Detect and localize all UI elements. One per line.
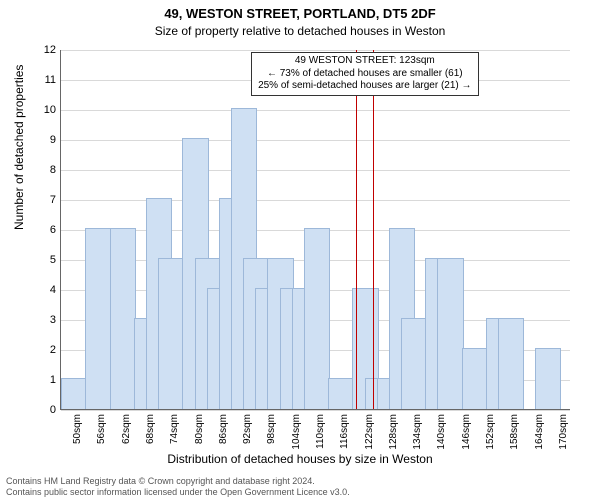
histogram-bar bbox=[328, 378, 354, 409]
y-tick-label: 2 bbox=[42, 344, 56, 356]
x-tick-label: 56sqm bbox=[96, 414, 107, 454]
x-tick-label: 170sqm bbox=[558, 414, 569, 454]
y-tick-label: 6 bbox=[42, 224, 56, 236]
y-tick-label: 3 bbox=[42, 314, 56, 326]
x-tick-label: 128sqm bbox=[388, 414, 399, 454]
histogram-bar bbox=[85, 228, 111, 409]
chart-container: 49, WESTON STREET, PORTLAND, DT5 2DF Siz… bbox=[0, 0, 600, 500]
y-axis-label: Number of detached properties bbox=[12, 65, 26, 230]
footer-line-1: Contains HM Land Registry data © Crown c… bbox=[6, 476, 350, 487]
x-tick-label: 68sqm bbox=[145, 414, 156, 454]
info-box-line: 25% of semi-detached houses are larger (… bbox=[258, 80, 471, 93]
histogram-bar bbox=[401, 318, 427, 409]
y-tick-label: 9 bbox=[42, 134, 56, 146]
x-tick-label: 80sqm bbox=[194, 414, 205, 454]
y-tick-label: 7 bbox=[42, 194, 56, 206]
x-tick-label: 122sqm bbox=[364, 414, 375, 454]
gridline bbox=[61, 200, 570, 201]
y-tick-label: 11 bbox=[42, 74, 56, 86]
y-tick-label: 5 bbox=[42, 254, 56, 266]
x-tick-label: 140sqm bbox=[436, 414, 447, 454]
x-tick-label: 98sqm bbox=[266, 414, 277, 454]
y-tick-label: 10 bbox=[42, 104, 56, 116]
histogram-bar bbox=[158, 258, 184, 409]
gridline bbox=[61, 50, 570, 51]
x-tick-label: 134sqm bbox=[412, 414, 423, 454]
chart-title: 49, WESTON STREET, PORTLAND, DT5 2DF bbox=[0, 6, 600, 21]
x-tick-label: 158sqm bbox=[509, 414, 520, 454]
y-tick-label: 4 bbox=[42, 284, 56, 296]
x-tick-label: 62sqm bbox=[121, 414, 132, 454]
histogram-bar bbox=[462, 348, 488, 409]
x-tick-label: 92sqm bbox=[242, 414, 253, 454]
histogram-bar bbox=[535, 348, 561, 409]
x-tick-label: 146sqm bbox=[461, 414, 472, 454]
chart-subtitle: Size of property relative to detached ho… bbox=[0, 24, 600, 38]
histogram-bar bbox=[498, 318, 524, 409]
histogram-bar bbox=[110, 228, 136, 409]
reference-line bbox=[373, 50, 374, 409]
plot-area: 49 WESTON STREET: 123sqm← 73% of detache… bbox=[60, 50, 570, 410]
gridline bbox=[61, 140, 570, 141]
info-box-line: ← 73% of detached houses are smaller (61… bbox=[258, 68, 471, 81]
x-tick-label: 104sqm bbox=[291, 414, 302, 454]
histogram-bar bbox=[304, 228, 330, 409]
info-box: 49 WESTON STREET: 123sqm← 73% of detache… bbox=[251, 52, 478, 96]
x-tick-label: 164sqm bbox=[534, 414, 545, 454]
y-tick-label: 1 bbox=[42, 374, 56, 386]
x-tick-label: 74sqm bbox=[169, 414, 180, 454]
footer-line-2: Contains public sector information licen… bbox=[6, 487, 350, 498]
info-box-line: 49 WESTON STREET: 123sqm bbox=[258, 55, 471, 68]
y-tick-label: 8 bbox=[42, 164, 56, 176]
gridline bbox=[61, 410, 570, 411]
histogram-bar bbox=[61, 378, 87, 409]
x-tick-label: 50sqm bbox=[72, 414, 83, 454]
x-tick-label: 110sqm bbox=[315, 414, 326, 454]
reference-line bbox=[356, 50, 357, 409]
histogram-bar bbox=[437, 258, 463, 409]
footer-attribution: Contains HM Land Registry data © Crown c… bbox=[6, 476, 350, 498]
x-tick-label: 152sqm bbox=[485, 414, 496, 454]
x-axis-label: Distribution of detached houses by size … bbox=[0, 452, 600, 466]
y-tick-label: 0 bbox=[42, 404, 56, 416]
gridline bbox=[61, 170, 570, 171]
y-tick-label: 12 bbox=[42, 44, 56, 56]
x-tick-label: 116sqm bbox=[339, 414, 350, 454]
gridline bbox=[61, 110, 570, 111]
x-tick-label: 86sqm bbox=[218, 414, 229, 454]
